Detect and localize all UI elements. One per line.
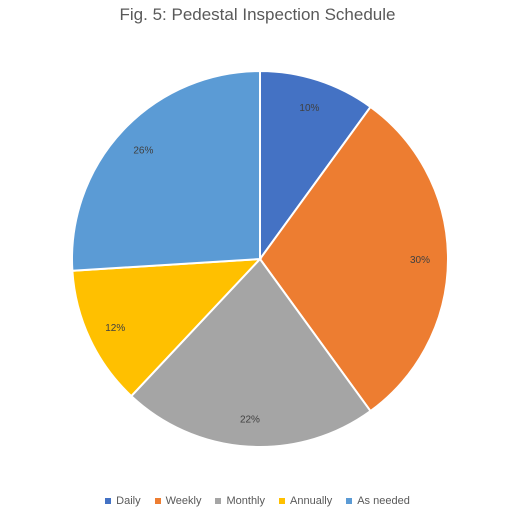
- legend-item-monthly: Monthly: [215, 495, 265, 507]
- legend-label: Monthly: [226, 495, 266, 507]
- data-label-annually: 12%: [105, 323, 125, 334]
- legend-item-daily: Daily: [105, 495, 141, 507]
- pie-slice-monthly: [129, 257, 372, 448]
- legend-swatch: [279, 498, 286, 504]
- legend-item-as-needed: As needed: [346, 495, 410, 507]
- legend-label: Daily: [116, 495, 141, 507]
- legend-item-annually: Annually: [279, 495, 332, 507]
- chart-legend: Daily Weekly Monthly Annually As needed: [0, 495, 515, 507]
- legend-swatch: [346, 498, 353, 504]
- legend-swatch: [105, 498, 112, 504]
- data-label-as-needed: 26%: [133, 145, 153, 156]
- data-label-monthly: 22%: [240, 415, 260, 426]
- pie-slice-annually: [71, 257, 263, 398]
- legend-swatch: [154, 498, 161, 504]
- data-label-daily: 10%: [299, 103, 319, 114]
- legend-label: Annually: [290, 495, 333, 507]
- pie-slice-weekly: [258, 105, 449, 413]
- legend-label: As needed: [357, 495, 410, 507]
- chart-title: Fig. 5: Pedestal Inspection Schedule: [119, 5, 396, 24]
- pie-slice-as-needed: [71, 69, 261, 272]
- pie-slice-daily: [259, 69, 372, 263]
- legend-label: Weekly: [165, 495, 202, 507]
- data-label-weekly: 30%: [410, 255, 430, 266]
- legend-item-weekly: Weekly: [154, 495, 202, 507]
- legend-swatch: [215, 498, 222, 504]
